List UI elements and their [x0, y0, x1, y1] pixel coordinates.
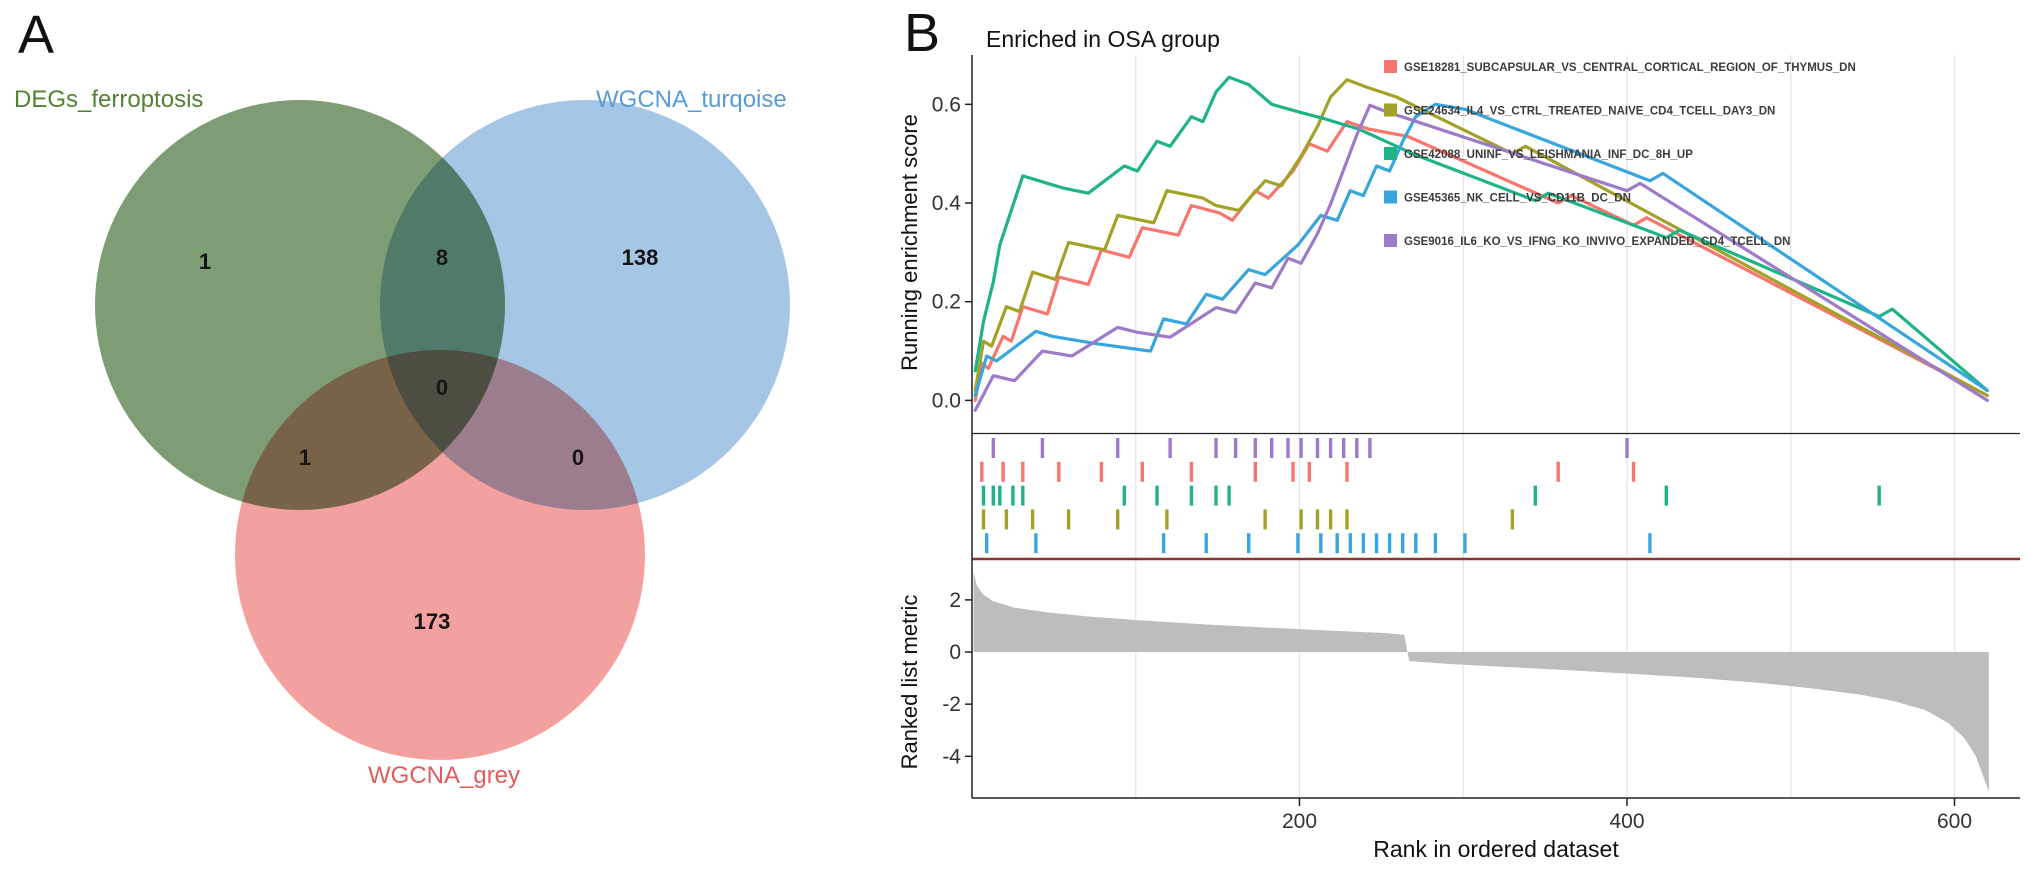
- gsea-title: Enriched in OSA group: [986, 26, 1220, 52]
- svg-text:Ranked list metric: Ranked list metric: [900, 595, 922, 770]
- svg-text:600: 600: [1937, 810, 1972, 833]
- curve-0: [973, 120, 1989, 402]
- legend-label-4: GSE9016_IL6_KO_VS_IFNG_KO_INVIVO_EXPANDE…: [1404, 236, 1790, 248]
- svg-text:0.4: 0.4: [932, 192, 962, 215]
- legend: GSE18281_SUBCAPSULAR_VS_CENTRAL_CORTICAL…: [1384, 60, 1856, 248]
- axes: 0.0 0.2 0.4 0.6 2 0 -2 -4 200 400 600 Rank in order…: [900, 55, 2020, 862]
- venn-circles: [95, 100, 790, 760]
- legend-swatch-0: [1384, 60, 1397, 73]
- panel-a-label: A: [18, 5, 55, 65]
- svg-text:Running enrichment score: Running enrichment score: [900, 114, 922, 371]
- venn-count-a-and-c: 1: [298, 445, 312, 470]
- legend-label-2: GSE42088_UNINF_VS_LEISHMANIA_INF_DC_8H_U…: [1404, 149, 1693, 161]
- curve-3: [973, 102, 1989, 398]
- panel-venn: A DEGs_ferroptosis WGCNA_turqoise WGCNA_…: [0, 0, 900, 887]
- legend-swatch-4: [1384, 234, 1397, 247]
- svg-text:0.2: 0.2: [932, 291, 961, 314]
- venn-count-c-only: 173: [413, 609, 451, 634]
- venn-diagram: [95, 100, 790, 760]
- venn-circle-2: [235, 350, 645, 760]
- svg-text:0.0: 0.0: [932, 389, 961, 412]
- curve-2: [973, 75, 1989, 393]
- hit-ticks: [980, 438, 1881, 554]
- legend-swatch-2: [1384, 147, 1397, 160]
- enrichment-curves: [973, 75, 1989, 412]
- ranked-metric-area: [973, 572, 1989, 792]
- legend-label-3: GSE45365_NK_CELL_VS_CD11B_DC_DN: [1404, 193, 1631, 205]
- svg-text:0: 0: [949, 641, 961, 664]
- svg-text:-2: -2: [942, 693, 961, 716]
- panel-gsea: 0.0 0.2 0.4 0.6 2 0 -2 -4 200 400 600 Rank in order…: [900, 0, 2032, 887]
- svg-text:400: 400: [1609, 810, 1644, 833]
- svg-text:2: 2: [949, 589, 961, 612]
- venn-count-a-only: 1: [198, 249, 212, 274]
- venn-set-label-wgcna-grey: WGCNA_grey: [368, 762, 521, 789]
- panel-b-label: B: [904, 3, 941, 63]
- legend-swatch-1: [1384, 103, 1397, 117]
- curve-1: [973, 78, 1989, 398]
- svg-text:Rank in ordered dataset: Rank in ordered dataset: [1373, 836, 1619, 862]
- svg-text:200: 200: [1282, 810, 1317, 833]
- gridlines: [1135, 55, 1956, 798]
- curve-4: [973, 103, 1989, 412]
- svg-text:0.6: 0.6: [932, 93, 961, 116]
- venn-set-label-degs-ferroptosis: DEGs_ferroptosis: [14, 86, 204, 113]
- venn-set-label-wgcna-turqoise: WGCNA_turqoise: [596, 86, 787, 113]
- svg-text:-4: -4: [942, 745, 961, 768]
- legend-label-1: GSE24634_IL4_VS_CTRL_TREATED_NAIVE_CD4_T…: [1404, 106, 1775, 118]
- gsea-plot: 0.0 0.2 0.4 0.6 2 0 -2 -4 200 400 600 Rank in order…: [900, 55, 2020, 862]
- venn-count-b-and-c: 0: [571, 445, 585, 470]
- legend-swatch-3: [1384, 190, 1397, 204]
- venn-count-a-and-b: 8: [435, 245, 449, 270]
- venn-count-center: 0: [435, 375, 449, 400]
- venn-count-b-only: 138: [621, 245, 659, 270]
- legend-label-0: GSE18281_SUBCAPSULAR_VS_CENTRAL_CORTICAL…: [1404, 62, 1856, 74]
